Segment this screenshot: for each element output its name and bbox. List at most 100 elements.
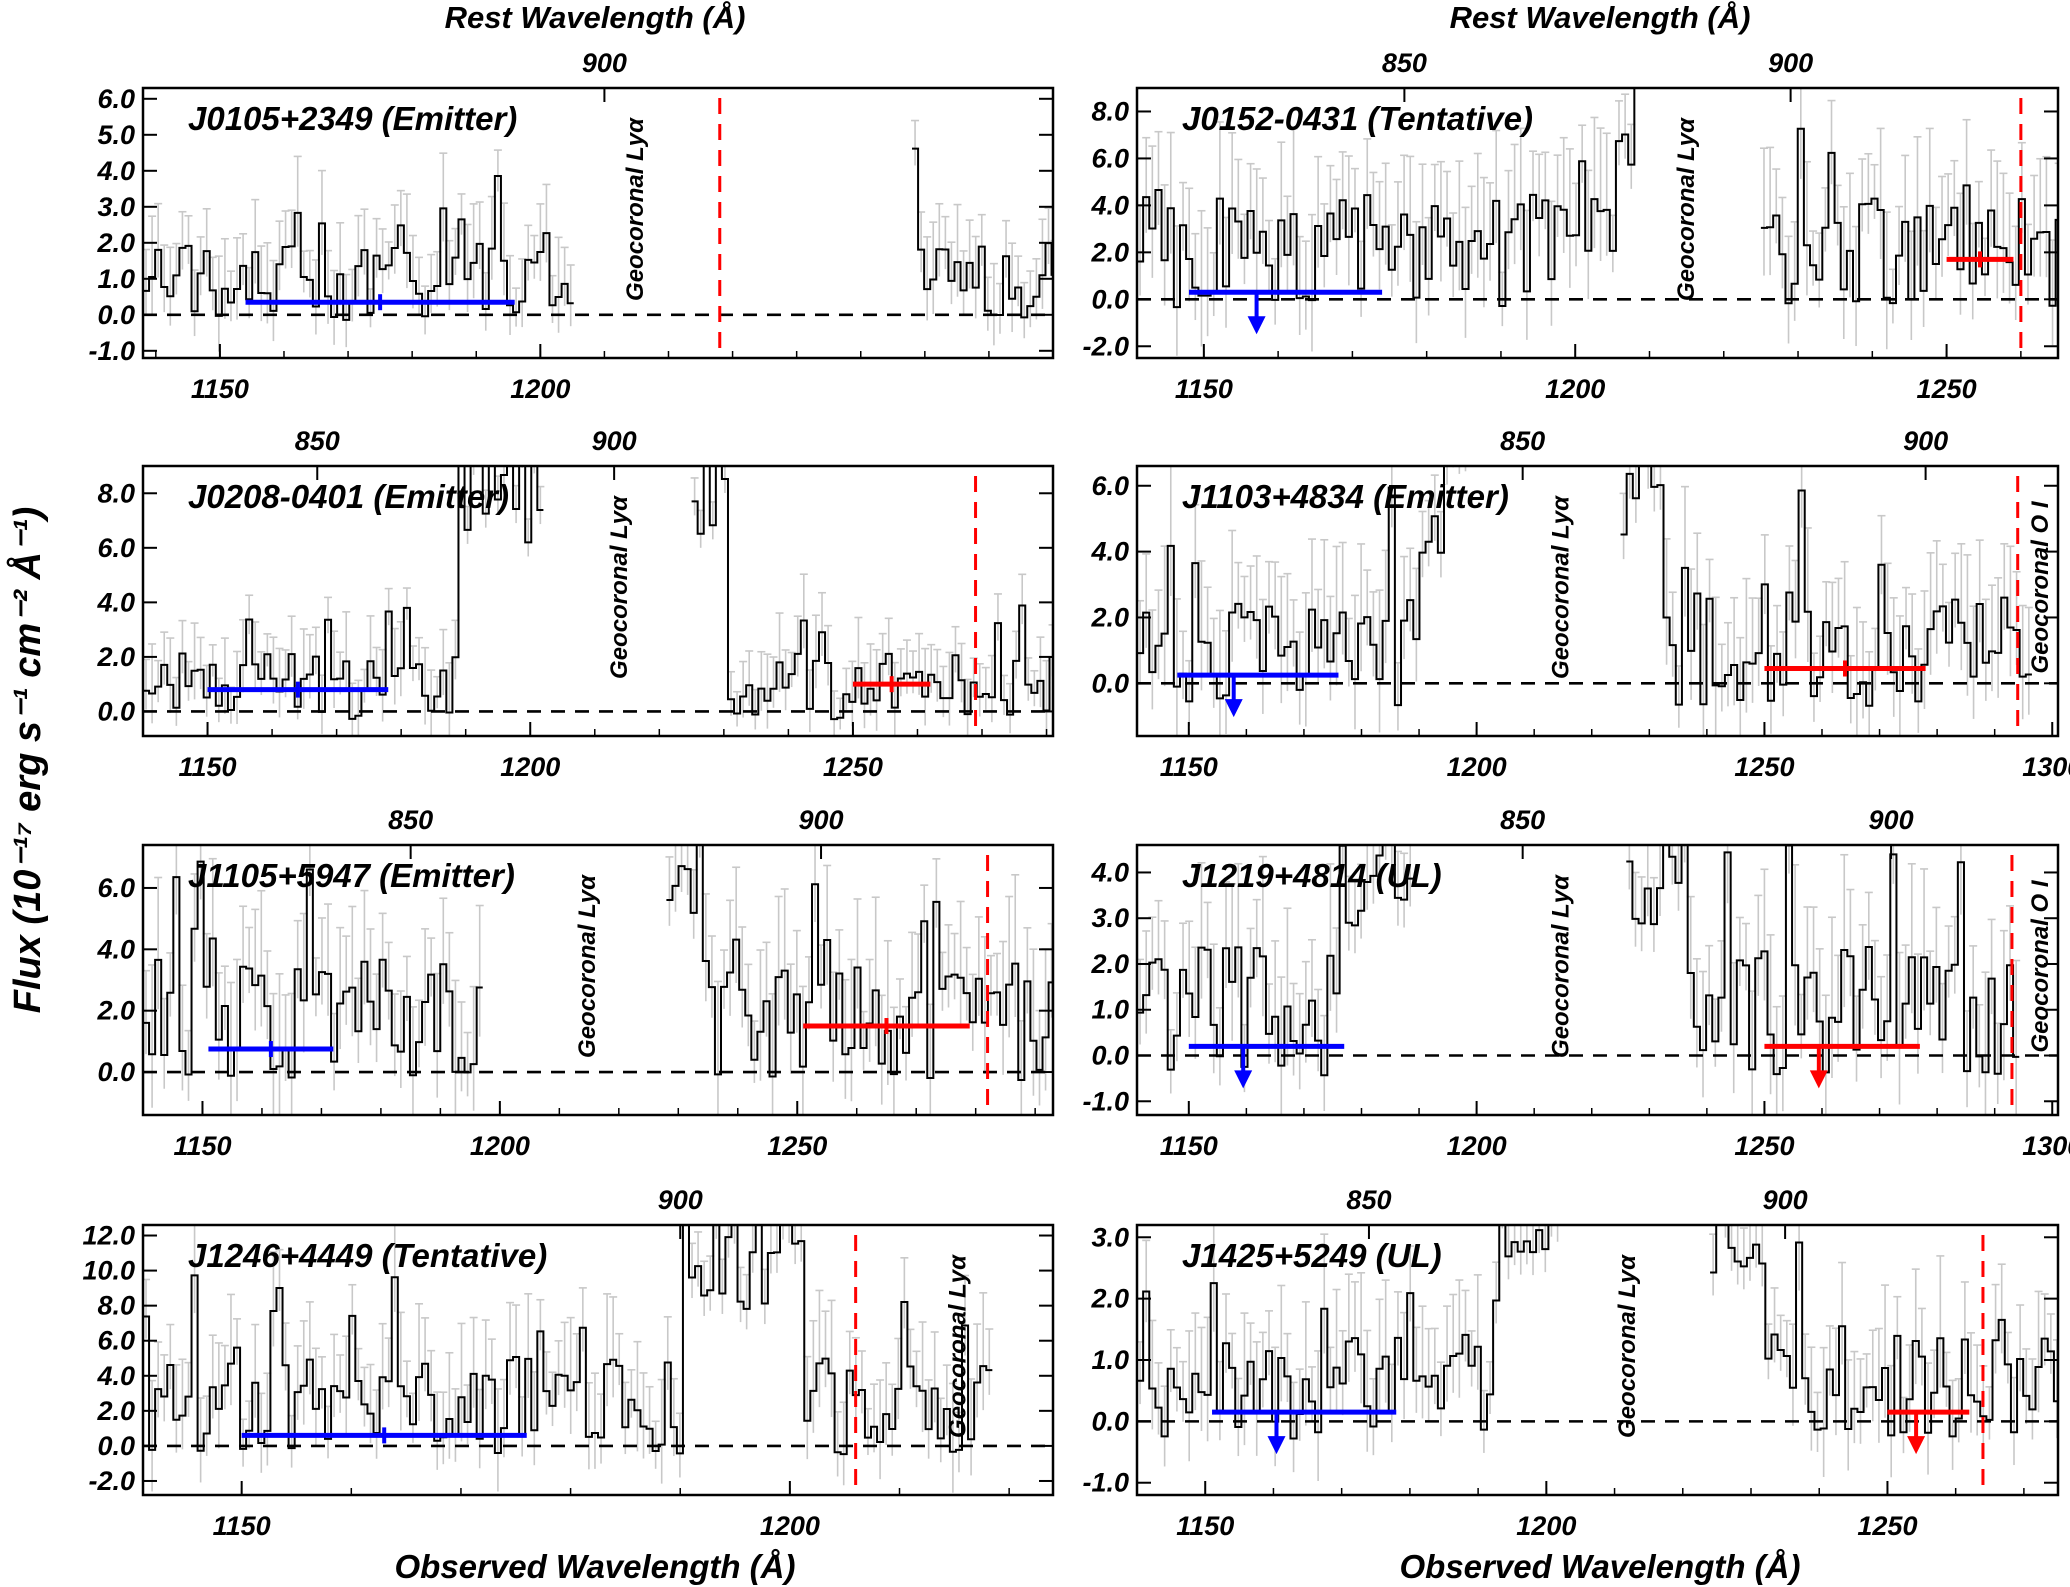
obs-tick-label: 1150 xyxy=(1160,1131,1218,1161)
y-tick-label: 0.0 xyxy=(1091,1041,1129,1071)
y-tick-label: 12.0 xyxy=(82,1221,135,1251)
bottom-xlabel-right: Observed Wavelength (Å) xyxy=(1400,1548,1801,1585)
panel-2: 1150 1200 1250 850 900 -2.0 0.0 2.0 4.0 6.0 8.0 Geo… xyxy=(1082,48,2060,404)
y-tick-label: 0.0 xyxy=(97,1057,135,1087)
panel-frame xyxy=(141,843,1055,1117)
spectrum-line xyxy=(143,466,1053,721)
panel-frame xyxy=(1135,843,2060,1117)
y-tick-label: 6.0 xyxy=(1091,143,1129,173)
y-tick-label: 4.0 xyxy=(96,156,135,186)
panel-title: J0208-0401 (Emitter) xyxy=(188,478,509,515)
y-tick-label: 0.0 xyxy=(1091,1406,1129,1436)
y-tick-label: 4.0 xyxy=(1090,857,1129,887)
y-tick-label: 0.0 xyxy=(97,696,135,726)
panel-plot-area xyxy=(1137,845,2058,1115)
panel-3: 1150 1200 1250 850 900 0.0 2.0 4.0 6.0 8.0 Geocoro… xyxy=(96,426,1055,782)
obs-tick-label: 1150 xyxy=(213,1511,271,1541)
panel-title: J1105+5947 (Emitter) xyxy=(188,857,515,894)
blue-arrow-head xyxy=(1234,1070,1253,1089)
geocoronal-label: Geocoronal Lyα xyxy=(606,495,633,679)
y-tick-label: 0.0 xyxy=(1091,668,1129,698)
panel-5: 1150 1200 1250 850 900 0.0 2.0 4.0 6.0 Geocoronal… xyxy=(96,805,1055,1161)
obs-tick-label: 1200 xyxy=(1516,1511,1576,1541)
spectrum-line xyxy=(1137,466,2032,707)
rest-tick-label: 900 xyxy=(1768,48,1813,78)
obs-tick-label: 1200 xyxy=(1545,374,1605,404)
panel-plot-area xyxy=(143,466,1053,736)
red-arrow-head xyxy=(1809,1070,1828,1089)
geocoronal-label: Geocoronal O I xyxy=(2027,500,2054,673)
obs-tick-label: 1250 xyxy=(1857,1511,1917,1541)
y-tick-label: 4.0 xyxy=(1090,190,1129,220)
y-tick-label: 8.0 xyxy=(97,1291,135,1321)
rest-tick-label: 900 xyxy=(799,805,844,835)
geocoronal-label: Geocoronal Lyα xyxy=(1673,117,1700,301)
y-tick-label: 3.0 xyxy=(97,192,135,222)
spectrum-line xyxy=(1137,1225,2058,1440)
y-tick-label: 4.0 xyxy=(1090,537,1129,567)
rest-tick-label: 850 xyxy=(295,426,340,456)
rest-tick-label: 900 xyxy=(1763,1185,1808,1215)
geocoronal-label: Geocoronal Lyα xyxy=(944,1254,971,1438)
y-tick-label: 2.0 xyxy=(1090,949,1129,979)
y-tick-label: 2.0 xyxy=(96,228,135,258)
obs-tick-label: 1250 xyxy=(1734,752,1794,782)
y-tick-label: 8.0 xyxy=(1091,96,1129,126)
rest-tick-label: 850 xyxy=(1500,426,1545,456)
bottom-xlabel-left: Observed Wavelength (Å) xyxy=(395,1548,796,1585)
panel-8: 1150 1200 1250 850 900 -1.0 0.0 1.0 2.0 3.0 Geocor… xyxy=(1082,1185,2060,1541)
y-tick-label: 2.0 xyxy=(96,642,135,672)
obs-tick-label: 1300 xyxy=(2022,752,2070,782)
rest-tick-label: 850 xyxy=(388,805,433,835)
y-tick-label: 3.0 xyxy=(1091,903,1129,933)
obs-tick-label: 1200 xyxy=(1447,752,1507,782)
y-tick-label: 0.0 xyxy=(97,1431,135,1461)
geocoronal-label: Geocoronal Lyα xyxy=(1548,495,1575,679)
geocoronal-label: Geocoronal Lyα xyxy=(1548,874,1575,1058)
y-tick-label: 4.0 xyxy=(96,934,135,964)
rest-tick-label: 850 xyxy=(1346,1185,1391,1215)
geocoronal-label: Geocoronal Lyα xyxy=(574,874,601,1058)
y-axis-label: Flux (10⁻¹⁷ erg s⁻¹ cm⁻² Å⁻¹) xyxy=(6,507,49,1014)
panel-frame xyxy=(1135,86,2060,360)
y-tick-label: 8.0 xyxy=(97,478,135,508)
obs-tick-label: 1200 xyxy=(1447,1131,1507,1161)
obs-tick-label: 1150 xyxy=(179,752,237,782)
panel-4: 1150 1200 1250 1300 850 900 0.0 2.0 4.0 6.0 Geocor… xyxy=(1090,426,2070,782)
y-tick-label: 3.0 xyxy=(1091,1222,1129,1252)
obs-tick-label: 1200 xyxy=(760,1511,820,1541)
y-tick-label: 6.0 xyxy=(97,873,135,903)
obs-tick-label: 1250 xyxy=(1917,374,1977,404)
panel-frame xyxy=(141,86,1055,360)
y-tick-label: -1.0 xyxy=(1082,1086,1129,1116)
y-tick-label: 5.0 xyxy=(97,120,135,150)
obs-tick-label: 1250 xyxy=(823,752,883,782)
y-tick-label: 6.0 xyxy=(1091,471,1129,501)
geocoronal-label: Geocoronal Lyα xyxy=(622,117,649,301)
y-tick-label: 2.0 xyxy=(96,996,135,1026)
obs-tick-label: 1300 xyxy=(2022,1131,2070,1161)
obs-tick-label: 1150 xyxy=(1160,752,1218,782)
obs-tick-label: 1200 xyxy=(500,752,560,782)
blue-arrow-head xyxy=(1247,316,1266,335)
obs-tick-label: 1150 xyxy=(1175,374,1233,404)
panel-frame xyxy=(141,464,1055,738)
y-tick-label: -2.0 xyxy=(1082,331,1129,361)
panel-plot-area xyxy=(143,1225,1053,1493)
y-tick-label: 0.0 xyxy=(97,300,135,330)
obs-tick-label: 1150 xyxy=(1176,1511,1234,1541)
obs-tick-label: 1250 xyxy=(767,1131,827,1161)
spectrum-line xyxy=(143,147,1053,321)
rest-tick-label: 900 xyxy=(1869,805,1914,835)
spectrum-line xyxy=(143,1225,993,1456)
panel-title: J1246+4449 (Tentative) xyxy=(188,1237,547,1274)
blue-arrow-head xyxy=(1267,1436,1286,1455)
geocoronal-label: Geocoronal Lyα xyxy=(1614,1254,1641,1438)
red-arrow-head xyxy=(1907,1436,1926,1455)
panel-plot-area xyxy=(143,98,1053,356)
panel-title: J1219+4814 (UL) xyxy=(1182,857,1442,894)
y-tick-label: 2.0 xyxy=(1090,1284,1129,1314)
y-tick-label: -2.0 xyxy=(88,1466,135,1496)
y-tick-label: 6.0 xyxy=(97,533,135,563)
